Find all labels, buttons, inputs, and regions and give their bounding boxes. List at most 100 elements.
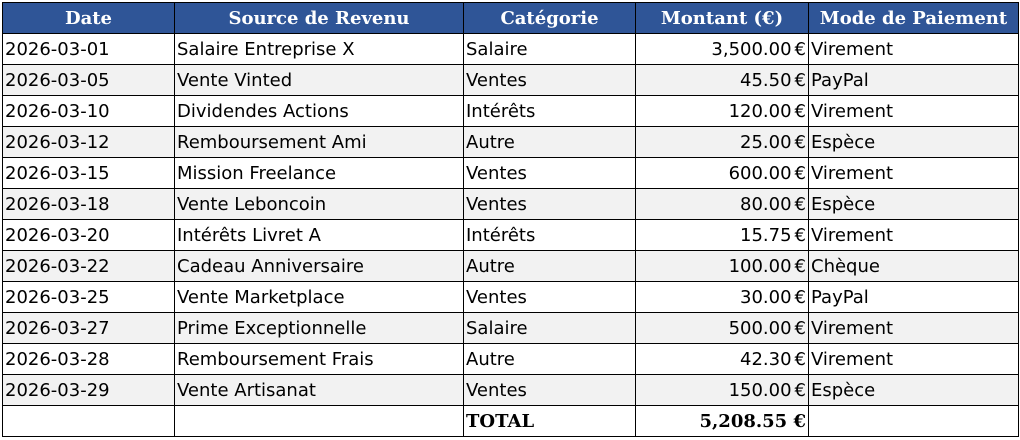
cell-category[interactable]: Salaire <box>463 312 636 344</box>
total-value[interactable]: 5,208.55 € <box>635 405 809 437</box>
cell-source[interactable]: Intérêts Livret A <box>174 219 464 251</box>
cell-source[interactable]: Remboursement Frais <box>174 343 464 375</box>
cell-date[interactable]: 2026-03-22 <box>2 250 175 282</box>
cell-payment[interactable]: PayPal <box>808 281 1019 313</box>
cell-date[interactable]: 2026-03-28 <box>2 343 175 375</box>
cell-payment[interactable]: Virement <box>808 312 1019 344</box>
cell-source[interactable]: Vente Marketplace <box>174 281 464 313</box>
amount-value: 100.00 <box>728 255 792 277</box>
header-amount[interactable]: Montant (€) <box>635 2 809 34</box>
cell-source[interactable]: Salaire Entreprise X <box>174 33 464 65</box>
cell-source[interactable]: Vente Artisanat <box>174 374 464 406</box>
cell-category[interactable]: Ventes <box>463 374 636 406</box>
cell-source[interactable]: Remboursement Ami <box>174 126 464 158</box>
cell-category[interactable]: Autre <box>463 250 636 282</box>
total-empty-payment[interactable] <box>808 405 1019 437</box>
cell-amount[interactable]: 150.00 € <box>635 374 809 406</box>
cell-category[interactable]: Ventes <box>463 281 636 313</box>
currency-symbol: € <box>794 100 806 122</box>
cell-source[interactable]: Dividendes Actions <box>174 95 464 127</box>
amount-value: 15.75 <box>740 224 792 246</box>
header-date[interactable]: Date <box>2 2 175 34</box>
currency-symbol: € <box>794 162 806 184</box>
cell-payment[interactable]: PayPal <box>808 64 1019 96</box>
cell-source[interactable]: Vente Vinted <box>174 64 464 96</box>
amount-value: 80.00 <box>740 193 792 215</box>
cell-category[interactable]: Ventes <box>463 64 636 96</box>
cell-payment[interactable]: Espèce <box>808 188 1019 220</box>
currency-symbol: € <box>794 38 806 60</box>
table-row: 2026-03-01 Salaire Entreprise X Salaire 3,5… <box>2 33 1019 65</box>
cell-date[interactable]: 2026-03-12 <box>2 126 175 158</box>
table-row: 2026-03-12 Remboursement Ami Autre 25.00 € Es… <box>2 126 1019 158</box>
cell-category[interactable]: Autre <box>463 126 636 158</box>
cell-category[interactable]: Autre <box>463 343 636 375</box>
table-row: 2026-03-15 Mission Freelance Ventes 600.00 €… <box>2 157 1019 189</box>
currency-symbol: € <box>794 379 806 401</box>
table-row: 2026-03-22 Cadeau Anniversaire Autre 100.00… <box>2 250 1019 282</box>
cell-category[interactable]: Ventes <box>463 157 636 189</box>
table-row: 2026-03-28 Remboursement Frais Autre 42.30 €… <box>2 343 1019 375</box>
currency-symbol: € <box>794 131 806 153</box>
total-empty-source[interactable] <box>174 405 464 437</box>
currency-symbol: € <box>794 224 806 246</box>
cell-category[interactable]: Salaire <box>463 33 636 65</box>
total-empty-date[interactable] <box>2 405 175 437</box>
cell-category[interactable]: Ventes <box>463 188 636 220</box>
cell-category[interactable]: Intérêts <box>463 95 636 127</box>
cell-amount[interactable]: 30.00 € <box>635 281 809 313</box>
cell-payment[interactable]: Virement <box>808 219 1019 251</box>
currency-symbol: € <box>794 317 806 339</box>
table-row: 2026-03-10 Dividendes Actions Intérêts 120.… <box>2 95 1019 127</box>
cell-date[interactable]: 2026-03-18 <box>2 188 175 220</box>
cell-payment[interactable]: Espèce <box>808 374 1019 406</box>
cell-date[interactable]: 2026-03-27 <box>2 312 175 344</box>
cell-date[interactable]: 2026-03-25 <box>2 281 175 313</box>
table-row: 2026-03-27 Prime Exceptionnelle Salaire 500… <box>2 312 1019 344</box>
currency-symbol: € <box>794 255 806 277</box>
total-row: TOTAL 5,208.55 € <box>2 405 1019 437</box>
cell-date[interactable]: 2026-03-29 <box>2 374 175 406</box>
cell-amount[interactable]: 80.00 € <box>635 188 809 220</box>
cell-date[interactable]: 2026-03-10 <box>2 95 175 127</box>
cell-payment[interactable]: Virement <box>808 157 1019 189</box>
amount-value: 600.00 <box>728 162 792 184</box>
amount-value: 120.00 <box>728 100 792 122</box>
cell-amount[interactable]: 42.30 € <box>635 343 809 375</box>
header-category[interactable]: Catégorie <box>463 2 636 34</box>
cell-source[interactable]: Cadeau Anniversaire <box>174 250 464 282</box>
amount-value: 150.00 <box>728 379 792 401</box>
cell-source[interactable]: Mission Freelance <box>174 157 464 189</box>
cell-amount[interactable]: 3,500.00 € <box>635 33 809 65</box>
cell-date[interactable]: 2026-03-15 <box>2 157 175 189</box>
amount-value: 25.00 <box>740 131 792 153</box>
cell-date[interactable]: 2026-03-01 <box>2 33 175 65</box>
cell-amount[interactable]: 15.75 € <box>635 219 809 251</box>
cell-payment[interactable]: Virement <box>808 343 1019 375</box>
currency-symbol: € <box>794 286 806 308</box>
cell-amount[interactable]: 500.00 € <box>635 312 809 344</box>
header-payment[interactable]: Mode de Paiement <box>808 2 1019 34</box>
table-row: 2026-03-20 Intérêts Livret A Intérêts 15.75… <box>2 219 1019 251</box>
total-label[interactable]: TOTAL <box>463 405 636 437</box>
amount-value: 3,500.00 <box>711 38 792 60</box>
cell-amount[interactable]: 100.00 € <box>635 250 809 282</box>
cell-category[interactable]: Intérêts <box>463 219 636 251</box>
cell-payment[interactable]: Virement <box>808 33 1019 65</box>
header-source[interactable]: Source de Revenu <box>174 2 464 34</box>
cell-date[interactable]: 2026-03-05 <box>2 64 175 96</box>
cell-payment[interactable]: Espèce <box>808 126 1019 158</box>
cell-source[interactable]: Prime Exceptionnelle <box>174 312 464 344</box>
cell-amount[interactable]: 25.00 € <box>635 126 809 158</box>
cell-amount[interactable]: 600.00 € <box>635 157 809 189</box>
currency-symbol: € <box>794 348 806 370</box>
cell-date[interactable]: 2026-03-20 <box>2 219 175 251</box>
amount-value: 42.30 <box>740 348 792 370</box>
cell-amount[interactable]: 45.50 € <box>635 64 809 96</box>
cell-payment[interactable]: Chèque <box>808 250 1019 282</box>
amount-value: 500.00 <box>728 317 792 339</box>
cell-source[interactable]: Vente Leboncoin <box>174 188 464 220</box>
cell-payment[interactable]: Virement <box>808 95 1019 127</box>
cell-amount[interactable]: 120.00 € <box>635 95 809 127</box>
